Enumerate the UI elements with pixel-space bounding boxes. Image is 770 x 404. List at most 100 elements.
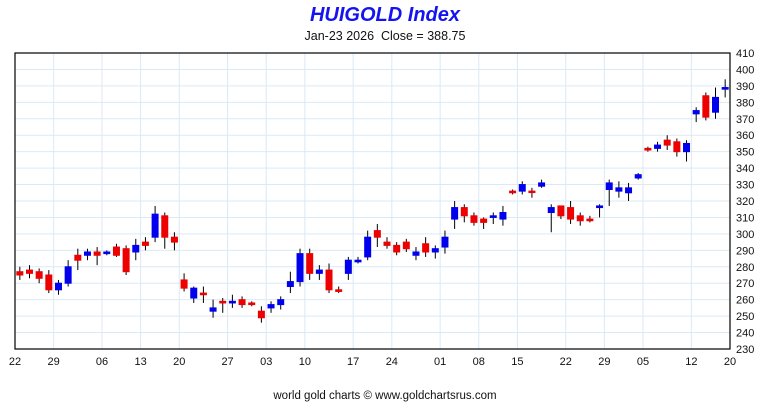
candlestick-bar[interactable] <box>606 183 612 190</box>
candlestick-bar[interactable] <box>703 96 709 117</box>
candlestick-bar[interactable] <box>452 208 458 220</box>
candlestick-bar[interactable] <box>326 270 332 290</box>
candlestick-bar[interactable] <box>500 213 506 220</box>
candlestick-bar[interactable] <box>133 245 139 252</box>
candlestick-bar[interactable] <box>104 252 110 254</box>
candlestick-bar[interactable] <box>568 208 574 220</box>
svg-text:270: 270 <box>736 278 754 290</box>
candlestick-bar[interactable] <box>123 249 129 272</box>
candlestick-bar[interactable] <box>75 255 81 260</box>
svg-text:24: 24 <box>386 356 398 368</box>
candlestick-plot-area[interactable]: 230 240 250 260 270 280 290 300 310 320 330 340 350 3… <box>0 45 770 377</box>
candlestick-bar[interactable] <box>664 140 670 145</box>
candlestick-bar[interactable] <box>713 97 719 112</box>
candlestick-bar[interactable] <box>374 231 380 238</box>
candlestick-bar[interactable] <box>142 242 148 245</box>
candlestick-bar[interactable] <box>278 300 284 305</box>
candlestick-bar[interactable] <box>152 214 158 237</box>
candlestick-bar[interactable] <box>432 249 438 252</box>
candlestick-bar[interactable] <box>113 247 119 255</box>
candlestick-bar[interactable] <box>616 188 622 191</box>
svg-text:06: 06 <box>96 356 108 368</box>
candlestick-bar[interactable] <box>529 191 535 192</box>
svg-text:350: 350 <box>736 147 754 159</box>
svg-text:27: 27 <box>221 356 233 368</box>
candlestick-bar[interactable] <box>249 303 255 305</box>
candlestick-bar[interactable] <box>191 288 197 298</box>
candlestick-bar[interactable] <box>258 311 264 318</box>
svg-text:22: 22 <box>9 356 21 368</box>
svg-text:290: 290 <box>736 245 754 257</box>
candlestick-bar[interactable] <box>394 245 400 252</box>
svg-text:10: 10 <box>299 356 311 368</box>
candlestick-bar[interactable] <box>510 191 516 193</box>
candlestick-bar[interactable] <box>626 188 632 193</box>
candlestick-bar[interactable] <box>287 282 293 287</box>
candlestick-bar[interactable] <box>345 260 351 273</box>
svg-text:250: 250 <box>736 311 754 323</box>
candlestick-bar[interactable] <box>229 301 235 303</box>
svg-text:370: 370 <box>736 114 754 126</box>
candlestick-bar[interactable] <box>55 283 61 290</box>
candlestick-bar[interactable] <box>307 254 313 274</box>
chart-subtitle: Jan-23 2026 Close = 388.75 <box>0 27 770 45</box>
svg-text:310: 310 <box>736 212 754 224</box>
candlestick-bar[interactable] <box>722 88 728 90</box>
candlestick-bar[interactable] <box>490 216 496 218</box>
candlestick-bar[interactable] <box>297 254 303 282</box>
candlestick-bar[interactable] <box>46 275 52 290</box>
candlestick-bar[interactable] <box>355 260 361 262</box>
svg-text:390: 390 <box>736 81 754 93</box>
candlestick-bar[interactable] <box>94 252 100 255</box>
candlestick-bar[interactable] <box>423 244 429 252</box>
candlestick-bar[interactable] <box>384 242 390 245</box>
candlestick-bar[interactable] <box>413 252 419 255</box>
candlestick-bar[interactable] <box>17 272 23 275</box>
candlestick-bar[interactable] <box>684 143 690 151</box>
candlestick-bar[interactable] <box>36 272 42 279</box>
candlestick-bar[interactable] <box>84 252 90 255</box>
candlestick-bar[interactable] <box>26 270 32 273</box>
svg-text:22: 22 <box>560 356 572 368</box>
svg-text:29: 29 <box>598 356 610 368</box>
svg-text:280: 280 <box>736 262 754 274</box>
candlestick-bar[interactable] <box>645 148 651 150</box>
candlestick-bar[interactable] <box>461 208 467 216</box>
candlestick-bar[interactable] <box>587 219 593 221</box>
candlestick-bar[interactable] <box>635 175 641 178</box>
svg-text:230: 230 <box>736 344 754 356</box>
candlestick-bar[interactable] <box>577 216 583 221</box>
svg-text:29: 29 <box>48 356 60 368</box>
candlestick-bar[interactable] <box>171 237 177 242</box>
candlestick-bar[interactable] <box>316 270 322 273</box>
candlestick-bar[interactable] <box>239 300 245 305</box>
svg-text:17: 17 <box>347 356 359 368</box>
candlestick-bar[interactable] <box>655 145 661 148</box>
candlestick-bar[interactable] <box>200 293 206 295</box>
candlestick-bar[interactable] <box>519 185 525 192</box>
candlestick-bar[interactable] <box>210 308 216 311</box>
candlestick-bar[interactable] <box>162 216 168 237</box>
candlestick-bar[interactable] <box>471 216 477 223</box>
candlestick-bar[interactable] <box>548 208 554 213</box>
candlestick-bar[interactable] <box>481 219 487 222</box>
svg-text:240: 240 <box>736 328 754 340</box>
candlestick-bar[interactable] <box>558 206 564 216</box>
candlestick-bar[interactable] <box>336 290 342 292</box>
candlestick-bar[interactable] <box>442 237 448 247</box>
candlestick-bar[interactable] <box>403 242 409 249</box>
candlestick-bar[interactable] <box>181 280 187 288</box>
candlestick-bar[interactable] <box>220 301 226 303</box>
candlestick-bar[interactable] <box>65 267 71 283</box>
svg-text:01: 01 <box>434 356 446 368</box>
candlestick-bar[interactable] <box>365 237 371 257</box>
svg-text:340: 340 <box>736 163 754 175</box>
svg-text:400: 400 <box>736 64 754 76</box>
candlestick-bar[interactable] <box>268 305 274 308</box>
candlestick-bar[interactable] <box>693 111 699 114</box>
svg-text:330: 330 <box>736 180 754 192</box>
svg-text:320: 320 <box>736 196 754 208</box>
candlestick-bar[interactable] <box>539 183 545 186</box>
candlestick-bar[interactable] <box>674 142 680 152</box>
candlestick-bar[interactable] <box>597 206 603 208</box>
